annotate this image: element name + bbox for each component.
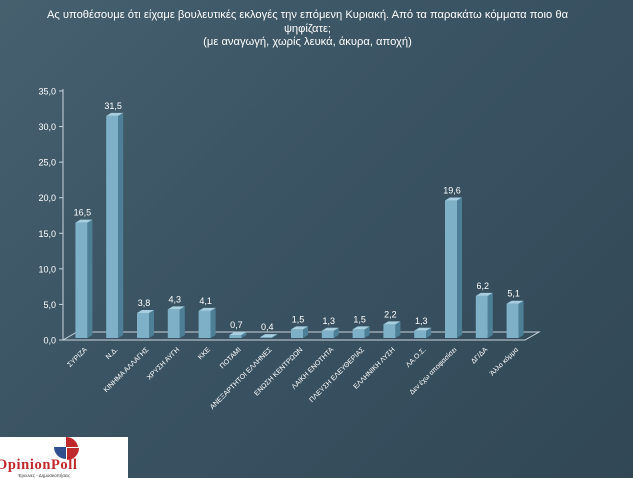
question-line-2: ψηφίζατε; xyxy=(283,22,332,35)
bar-side xyxy=(487,292,493,338)
bar-side xyxy=(149,309,154,338)
bar xyxy=(383,324,396,338)
bar-side xyxy=(457,197,462,338)
bar xyxy=(106,115,119,339)
bar-side xyxy=(118,112,124,339)
bar-side xyxy=(364,326,370,338)
bar xyxy=(198,310,211,338)
chart-floor xyxy=(61,331,541,341)
opinionpoll-logo: OpinionPoll Έρευνες - Δημοσκοπήσεις xyxy=(0,437,128,478)
bar-top xyxy=(229,332,247,336)
bar-side xyxy=(179,306,185,338)
bar xyxy=(352,329,365,338)
category-label: ΔΓ/ΔΑ xyxy=(470,346,489,365)
bar-value-label: 2,2 xyxy=(384,309,397,319)
y-tick-label: 35,0 xyxy=(38,87,56,97)
bar xyxy=(75,222,88,338)
bar-top xyxy=(445,197,462,201)
bar-value-label: 1,5 xyxy=(353,314,366,324)
bar-side xyxy=(518,300,524,338)
question-text: Ας υποθέσουμε ότι είχαμε βουλευτικές εκλ… xyxy=(20,9,595,50)
category-label: ΑΝΕΞΑΡΤΗΤΟΙ ΕΛΛΗΝΕΣ xyxy=(209,346,274,411)
bar-value-label: 4,1 xyxy=(199,296,212,306)
bar-value-label: 0,7 xyxy=(230,320,243,330)
bar-side xyxy=(241,332,247,338)
bar-value-label: 5,1 xyxy=(507,289,520,299)
chart-axes xyxy=(59,89,541,341)
question-line-1: Ας υποθέσουμε ότι είχαμε βουλευτικές εκλ… xyxy=(46,9,569,21)
bar-value-label: 1,3 xyxy=(323,316,336,326)
logo-emblem-icon xyxy=(54,437,79,460)
category-label: ΠΛΕΥΣΗ ΕΛΕΥΘΕΡΙΑΣ xyxy=(308,346,366,404)
bar-top xyxy=(321,327,339,331)
chart-bars xyxy=(75,112,524,339)
bar xyxy=(445,200,457,338)
bar xyxy=(475,295,488,338)
y-tick-label: 30,0 xyxy=(38,122,56,132)
bar-top xyxy=(291,326,308,330)
bar xyxy=(167,309,180,338)
category-label: ΣΥΡΙΖΑ xyxy=(66,346,89,369)
bar-side xyxy=(395,321,401,338)
bar xyxy=(137,312,149,338)
category-label: ΧΡΥΣΗ ΑΥΓΗ xyxy=(146,346,181,381)
bar-top xyxy=(137,309,154,313)
category-label: ΠΟΤΑΜΙ xyxy=(219,346,243,370)
bar xyxy=(229,335,242,338)
y-tick-label: 15,0 xyxy=(38,229,56,239)
y-tick-label: 5,0 xyxy=(43,300,56,310)
bar xyxy=(321,330,334,338)
bar-value-label: 6,2 xyxy=(477,281,490,291)
bar-value-label: 0,4 xyxy=(261,322,274,332)
category-label: Άλλο κόμμα xyxy=(488,346,520,378)
bar-value-label: 3,8 xyxy=(138,298,151,308)
bar-value-label: 31,5 xyxy=(104,101,122,111)
bar-side xyxy=(210,307,216,338)
y-tick-label: 0,0 xyxy=(43,336,56,346)
category-label: Ν.Δ. xyxy=(105,346,120,361)
category-label: ΚΚΕ xyxy=(197,346,212,361)
category-label: ΛΑ.Ο.Σ. xyxy=(405,346,428,369)
bar-side xyxy=(87,219,93,338)
logo-tagline: Έρευνες - Δημοσκοπήσεις xyxy=(18,473,71,478)
bar xyxy=(291,329,303,338)
bar-value-label: 19,6 xyxy=(443,186,461,196)
bar-top xyxy=(198,307,216,311)
bar-side xyxy=(426,327,432,338)
y-tick-label: 20,0 xyxy=(38,193,56,203)
bar-top xyxy=(383,321,401,325)
logo-text: OpinionPoll xyxy=(0,457,78,473)
bar-top xyxy=(106,112,124,116)
y-tick-label: 25,0 xyxy=(38,158,56,168)
bar-top xyxy=(352,326,370,330)
bar-top xyxy=(506,300,524,304)
bar-top xyxy=(414,327,432,331)
bar-side xyxy=(333,327,339,338)
bar-value-label: 1,3 xyxy=(415,316,428,326)
bar-side xyxy=(272,334,278,338)
bar-side xyxy=(303,326,308,338)
y-tick-label: 10,0 xyxy=(38,264,56,274)
bar-value-label: 1,5 xyxy=(292,314,305,324)
bar-top xyxy=(260,334,278,338)
bar-value-label: 16,5 xyxy=(74,208,92,218)
bar xyxy=(260,337,273,338)
bar-top xyxy=(167,306,185,310)
bar-value-label: 4,3 xyxy=(169,294,182,304)
bar-top xyxy=(75,219,93,223)
bar-top xyxy=(475,292,493,296)
question-line-3: (με αναγωγή, χωρίς λευκά, άκυρα, αποχή) xyxy=(203,36,412,48)
bar xyxy=(414,330,427,338)
bar xyxy=(506,303,519,338)
